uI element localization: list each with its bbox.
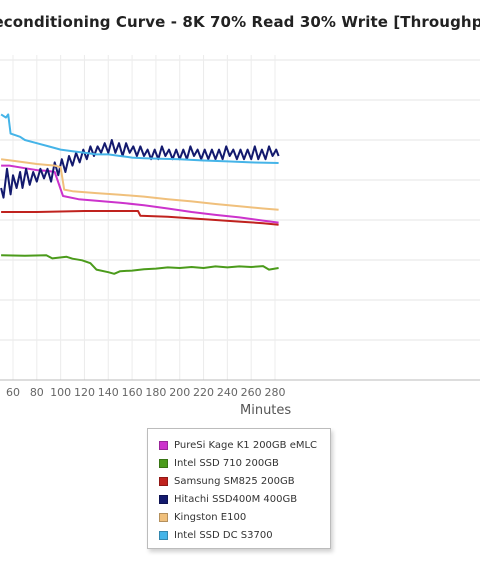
legend-label: Samsung SM825 200GB [174, 475, 295, 487]
legend-swatch [159, 458, 168, 468]
legend-swatch [159, 440, 168, 450]
chart-title-container: reconditioning Curve - 8K 70% Read 30% W… [0, 13, 480, 37]
legend-swatch [159, 530, 168, 540]
series-line-intel-ssd-dc-s3700 [0, 113, 279, 164]
x-tick-label: 240 [217, 386, 238, 399]
x-tick-label: 60 [6, 386, 20, 399]
series-lines [0, 113, 280, 275]
x-tick-label: 180 [145, 386, 166, 399]
x-tick-label: 120 [74, 386, 95, 399]
x-tick-label: 220 [193, 386, 214, 399]
x-tick-label: 100 [50, 386, 71, 399]
series-line-puresi-kage-k1-200gb-emlc [1, 164, 279, 224]
x-tick-label: 140 [98, 386, 119, 399]
x-tick-label: 260 [241, 386, 262, 399]
x-axis-title: Minutes [240, 403, 292, 418]
series-line-kingston-e100 [0, 158, 279, 211]
legend-swatch [159, 512, 168, 522]
legend-label: Hitachi SSD400M 400GB [174, 493, 298, 505]
legend-item[interactable]: PureSi Kage K1 200GB eMLC [148, 436, 330, 454]
chart-legend: PureSi Kage K1 200GB eMLC Intel SSD 710 2… [147, 428, 331, 549]
legend-item[interactable]: Intel SSD DC S3700 [148, 526, 330, 544]
x-tick-labels: 60 80 100 120 140 160 180 200 220 240 260 280 [6, 386, 286, 399]
x-tick-label: 280 [265, 386, 286, 399]
legend-label: PureSi Kage K1 200GB eMLC [174, 439, 318, 451]
legend-label: Intel SSD 710 200GB [174, 457, 279, 469]
x-tick-label: 200 [169, 386, 190, 399]
gridlines [0, 55, 480, 381]
legend-item[interactable]: Intel SSD 710 200GB [148, 454, 330, 472]
x-tick-label: 80 [30, 386, 44, 399]
line-chart: 60 80 100 120 140 160 180 200 220 240 260 280 [0, 55, 480, 399]
legend-label: Intel SSD DC S3700 [174, 529, 273, 541]
legend-item[interactable]: Samsung SM825 200GB [148, 472, 330, 490]
series-line-intel-ssd-710-200gb [1, 254, 279, 275]
legend-item[interactable]: Kingston E100 [148, 508, 330, 526]
series-line-hitachi-ssd400m-400gb [0, 139, 280, 199]
legend-item[interactable]: Hitachi SSD400M 400GB [148, 490, 330, 508]
series-line-samsung-sm825-200gb [1, 210, 279, 226]
x-tick-label: 160 [122, 386, 143, 399]
legend-swatch [159, 476, 168, 486]
legend-label: Kingston E100 [174, 511, 247, 523]
chart-title: reconditioning Curve - 8K 70% Read 30% W… [0, 13, 480, 31]
legend-swatch [159, 494, 168, 504]
